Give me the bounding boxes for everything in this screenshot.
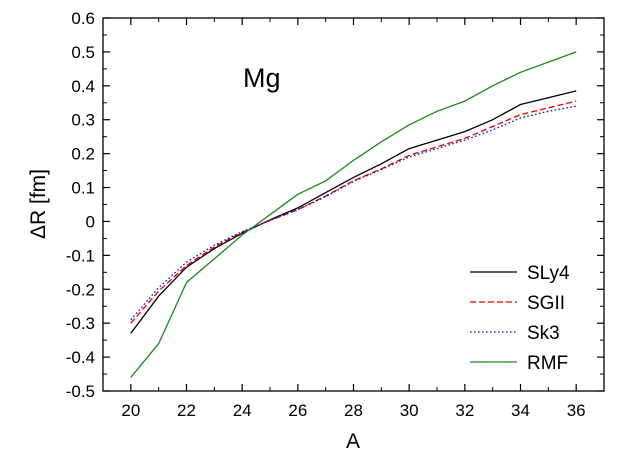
y-tick-label: -0.4	[66, 348, 95, 367]
y-tick-label: -0.1	[66, 246, 95, 265]
legend-item-rmf: RMF	[470, 353, 568, 374]
y-tick-label: 0.1	[71, 179, 95, 198]
legend-label: SGII	[527, 293, 565, 314]
x-tick-label: 30	[400, 401, 419, 420]
y-tick-label: 0.2	[71, 145, 95, 164]
ticks	[102, 17, 605, 392]
legend-item-sk3: Sk3	[470, 323, 560, 344]
legend-label: SLy4	[527, 263, 570, 284]
y-axis-label: ΔR [fm]	[27, 169, 50, 239]
legend-item-sly4: SLy4	[470, 263, 570, 284]
y-tick-label: -0.3	[66, 314, 95, 333]
x-tick-label: 36	[567, 401, 586, 420]
legend-label: RMF	[527, 353, 568, 374]
x-tick-label: 28	[344, 401, 363, 420]
series-lines	[130, 51, 577, 378]
x-tick-label: 32	[455, 401, 474, 420]
y-tick-label: -0.2	[66, 280, 95, 299]
series-line-sk3	[130, 105, 577, 321]
legend: SLy4 SGII Sk3 RMF	[470, 263, 570, 374]
y-tick-label: 0.5	[71, 43, 95, 62]
x-tick-label: 24	[233, 401, 252, 420]
x-tick-label: 26	[288, 401, 307, 420]
y-tick-label: 0.4	[71, 77, 95, 96]
y-tick-label: 0.6	[71, 9, 95, 28]
x-axis-label: A	[346, 430, 360, 453]
x-tick-label: 22	[177, 401, 196, 420]
legend-label: Sk3	[527, 323, 560, 344]
y-tick-label: 0.3	[71, 111, 95, 130]
series-line-sly4	[130, 90, 577, 334]
legend-item-sgii: SGII	[470, 293, 565, 314]
series-line-sgii	[130, 100, 577, 324]
series-line-rmf	[130, 51, 577, 378]
tick-labels: 20 22 24 26 28 30 32 34 36 -0.5 -0.4 -0.3 -0.2 -0.1 0 0…	[66, 9, 586, 420]
x-tick-label: 20	[121, 401, 140, 420]
y-tick-label: 0	[86, 212, 95, 231]
annotation-label: Mg	[243, 63, 281, 93]
y-tick-label: -0.5	[66, 382, 95, 401]
x-tick-label: 34	[511, 401, 530, 420]
